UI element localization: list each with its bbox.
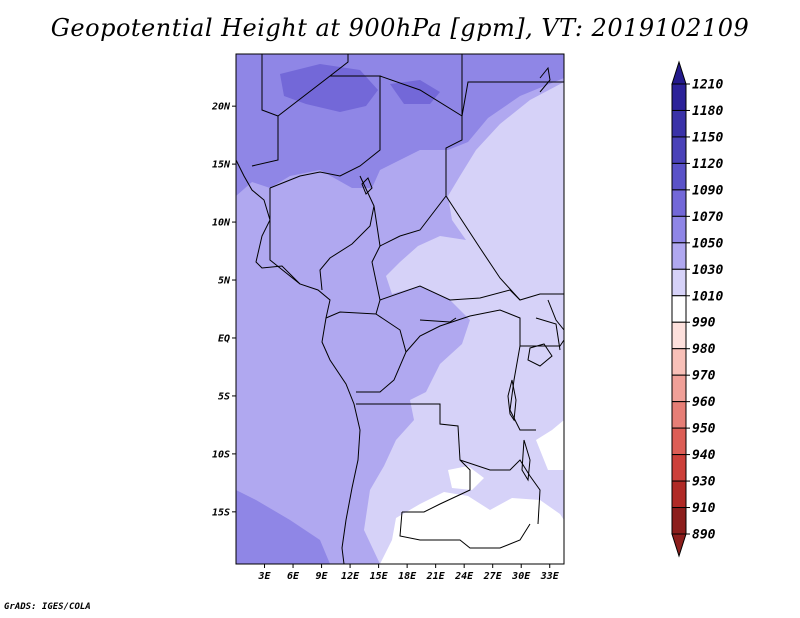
lon-tick-label: 33E <box>540 571 560 582</box>
footer-credit: GrADS: IGES/COLA <box>4 602 91 612</box>
border-m <box>405 309 536 431</box>
colorbar-swatch <box>671 109 687 138</box>
colorbar-top-arrow <box>671 60 687 85</box>
contour-band-1010-1030 <box>364 82 564 564</box>
colorbar-swatch <box>671 242 687 270</box>
colorbar-label: 890 <box>692 528 716 543</box>
border-l <box>356 313 407 393</box>
lon-tick-label: 21E <box>426 571 446 582</box>
coastline-west <box>236 159 361 564</box>
colorbar-swatch <box>671 136 687 164</box>
colorbar-swatch <box>671 268 687 297</box>
red-sea-coast <box>539 66 551 93</box>
colorbar-label: 1030 <box>692 263 723 278</box>
colorbar-swatch <box>671 454 687 482</box>
border-f <box>269 188 301 285</box>
chart-title: Geopotential Height at 900hPa [gpm], VT:… <box>50 14 750 42</box>
colorbar-label: 1180 <box>692 104 723 119</box>
colorbar-bottom-arrow <box>671 533 687 558</box>
colorbar-swatch <box>671 215 687 244</box>
border-e <box>461 54 564 117</box>
lake-victoria <box>527 343 553 367</box>
border-p <box>459 459 541 525</box>
colorbar-label: 990 <box>692 316 716 331</box>
colorbar-swatch <box>671 374 687 403</box>
colorbar-label: 1050 <box>692 236 723 251</box>
colorbar-label: 980 <box>692 342 716 357</box>
border-d <box>379 75 463 237</box>
lon-tick-label: 6E <box>287 571 300 582</box>
longitude-axis: 3E 6E 9E 12E 15E 18E 21E 24E 27E 30E 33E <box>257 564 560 582</box>
colorbar-swatch <box>671 401 687 429</box>
lon-tick-label: 30E <box>511 571 531 582</box>
contour-band-1070-1090-b <box>390 80 440 104</box>
lake-malawi <box>521 439 531 482</box>
east-coast <box>547 299 564 331</box>
river-congo <box>419 317 457 323</box>
colorbar-label: 1090 <box>692 183 723 198</box>
lon-tick-label: 12E <box>341 571 360 582</box>
colorbar-label: 960 <box>692 395 716 410</box>
colorbar-label: 970 <box>692 369 716 384</box>
lat-tick-label: 5N <box>218 276 231 287</box>
lat-tick-label: 10N <box>212 218 231 229</box>
border-c <box>269 75 381 189</box>
lon-tick-label: 3E <box>257 571 271 582</box>
lon-tick-label: 9E <box>316 571 329 582</box>
lat-tick-label: EQ <box>218 333 230 344</box>
colorbar: 1210 1180 1150 1120 1090 1070 1050 1030 1010 990 9… <box>671 60 723 558</box>
contour-band-990-1010-b <box>536 420 564 470</box>
lat-tick-label: 5S <box>218 391 230 402</box>
colorbar-label: 930 <box>692 475 716 490</box>
lat-tick-label: 20N <box>211 102 231 113</box>
height-field <box>236 54 564 564</box>
contour-band-1050-1070-south <box>236 490 330 564</box>
border-b <box>277 54 349 117</box>
map-frame <box>235 53 565 565</box>
lon-tick-label: 24E <box>454 571 474 582</box>
border-j <box>445 195 564 301</box>
border-o <box>399 511 531 549</box>
colorbar-label: 1070 <box>692 210 723 225</box>
latitude-axis: 20N 15N 10N 5N EQ 5S 10S 15S <box>211 102 236 518</box>
border-k <box>379 285 521 301</box>
lon-tick-label: 18E <box>398 571 417 582</box>
contour-band-990-1010-c <box>448 466 484 490</box>
colorbar-swatch <box>671 427 687 456</box>
colorbar-swatch <box>671 295 687 323</box>
lon-tick-label: 15E <box>370 571 389 582</box>
colorbar-swatch <box>671 83 687 111</box>
colorbar-swatch <box>671 507 687 535</box>
lat-tick-label: 15S <box>212 507 230 518</box>
colorbar-label: 1010 <box>692 289 723 304</box>
border-n <box>356 403 471 513</box>
border-r <box>535 317 561 351</box>
colorbar-label: 910 <box>692 501 716 516</box>
colorbar-label: 1120 <box>692 157 723 172</box>
colorbar-swatch <box>671 162 687 191</box>
border-q <box>520 339 564 347</box>
border-i <box>379 235 401 247</box>
lat-tick-label: 15N <box>212 160 231 171</box>
colorbar-label: 1210 <box>692 78 723 93</box>
colorbar-swatch <box>671 189 687 217</box>
colorbar-swatch <box>671 348 687 376</box>
lake-chad <box>361 177 373 195</box>
contour-band-990-1010 <box>380 492 564 564</box>
colorbar-label: 950 <box>692 422 716 437</box>
colorbar-label: 1150 <box>692 130 723 145</box>
lake-tanganyika <box>507 379 517 422</box>
colorbar-swatch <box>671 480 687 509</box>
colorbar-swatch <box>671 321 687 350</box>
country-borders <box>236 54 564 564</box>
colorbar-label: 940 <box>692 448 716 463</box>
lon-tick-label: 27E <box>483 571 503 582</box>
lat-tick-label: 10S <box>212 449 230 460</box>
